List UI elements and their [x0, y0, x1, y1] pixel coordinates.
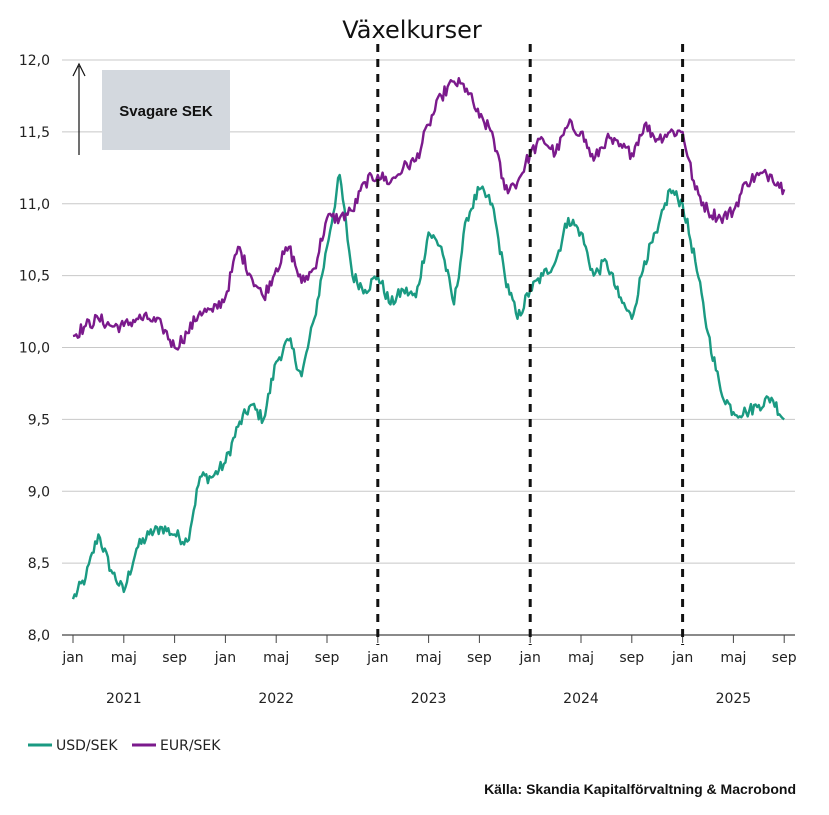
year-label: 2022 — [258, 691, 294, 707]
y-tick-label: 8,5 — [28, 556, 50, 572]
up-arrow-icon — [72, 62, 86, 77]
x-tick-label: sep — [162, 650, 187, 666]
vertical-dashed-lines — [376, 44, 685, 645]
y-axis-ticks: 8,0 8,5 9,0 9,5 10,0 10,5 11,0 11,5 12,0 — [19, 53, 50, 644]
y-tick-label: 12,0 — [19, 53, 50, 69]
x-tick-label: jan — [214, 650, 236, 666]
x-tick-label: jan — [519, 650, 541, 666]
source-note: Källa: Skandia Kapitalförvaltning & Macr… — [484, 781, 796, 797]
year-label: 2025 — [716, 691, 752, 707]
series-line-eur-sek — [72, 76, 786, 351]
legend-label-usd: USD/SEK — [56, 738, 118, 754]
y-tick-label: 9,0 — [28, 484, 50, 500]
x-tick-label: maj — [416, 650, 442, 666]
series-line-usd-sek — [71, 173, 785, 600]
annotation-label: Svagare SEK — [119, 103, 213, 120]
x-tick-label: sep — [772, 650, 797, 666]
annotation-box: Svagare SEK — [72, 62, 230, 155]
y-tick-label: 11,0 — [19, 197, 50, 213]
y-tick-label: 10,5 — [19, 269, 50, 285]
x-tick-label: maj — [720, 650, 746, 666]
grid-lines — [62, 59, 795, 636]
year-label: 2023 — [411, 691, 447, 707]
x-tick-label: sep — [315, 650, 340, 666]
legend-label-eur: EUR/SEK — [160, 738, 221, 754]
year-label: 2024 — [563, 691, 599, 707]
series-lines — [71, 76, 786, 600]
x-tick-label: maj — [111, 650, 137, 666]
x-tick-label: maj — [263, 650, 289, 666]
x-tick-label: jan — [366, 650, 388, 666]
x-tick-label: sep — [467, 650, 492, 666]
chart-title: Växelkurser — [342, 16, 482, 44]
x-tick-label: maj — [568, 650, 594, 666]
y-tick-label: 11,5 — [19, 125, 50, 141]
x-tick-label: jan — [61, 650, 83, 666]
y-tick-label: 8,0 — [28, 628, 50, 644]
legend: USD/SEK EUR/SEK — [28, 738, 221, 754]
x-axis-ticks: jan maj sep jan maj sep jan maj sep jan maj sep jan m… — [61, 635, 797, 707]
year-label: 2021 — [106, 691, 142, 707]
x-tick-label: jan — [671, 650, 693, 666]
annotation-rect — [102, 70, 230, 150]
y-tick-label: 9,5 — [28, 412, 50, 428]
x-tick-label: sep — [619, 650, 644, 666]
y-tick-label: 10,0 — [19, 341, 50, 357]
